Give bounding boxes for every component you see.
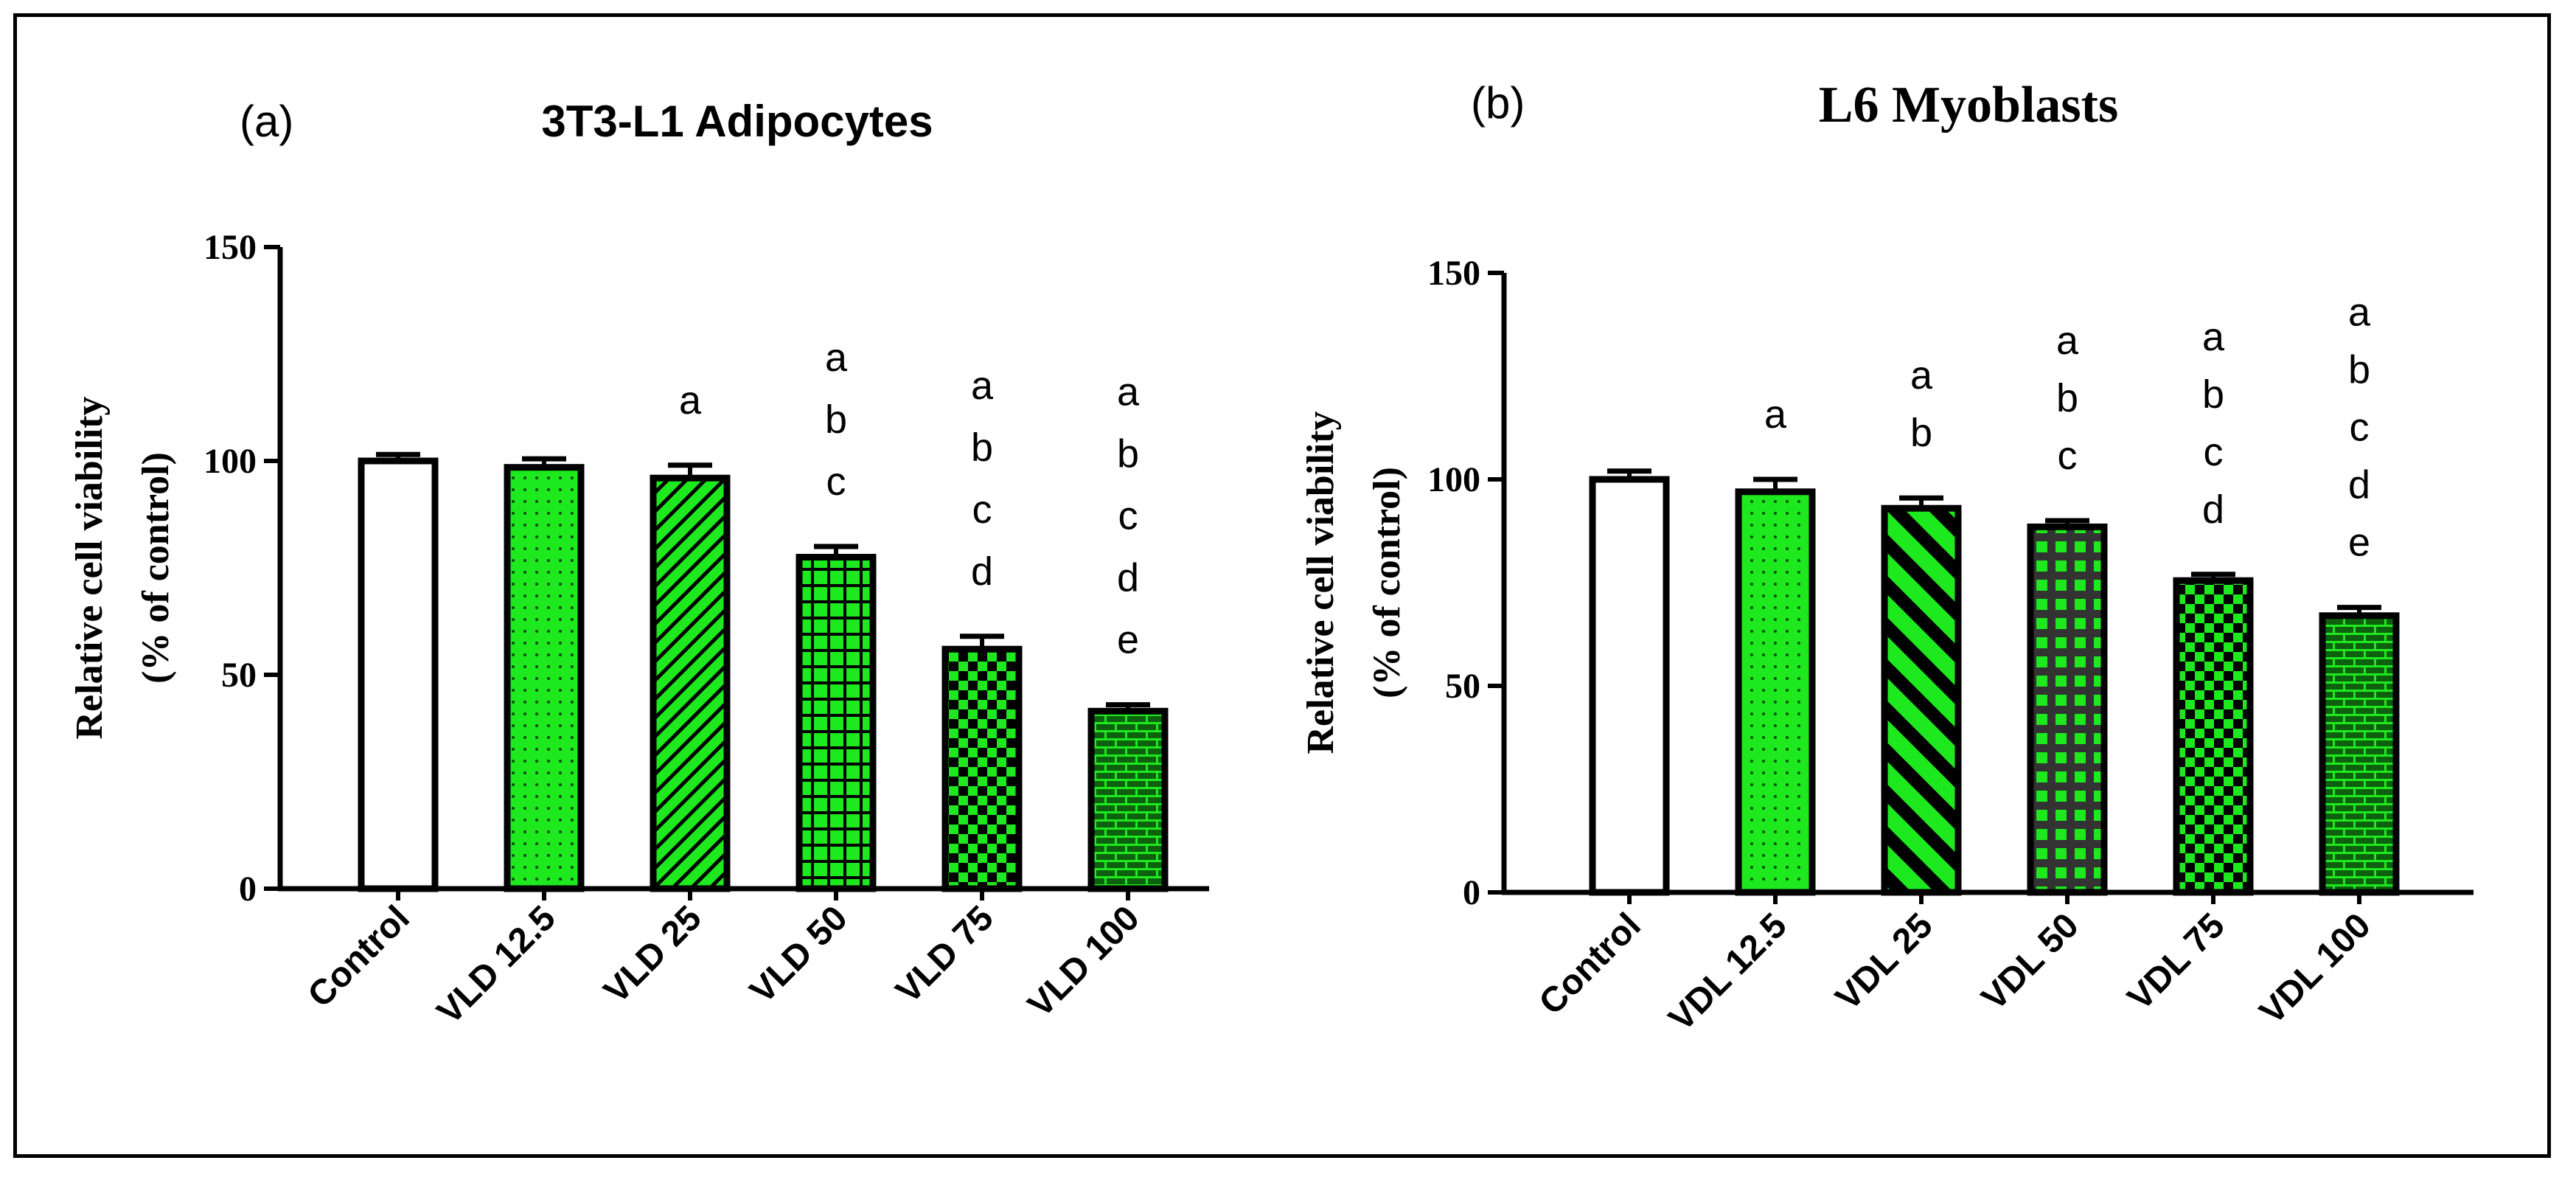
- y-tick-label: 50: [221, 656, 257, 695]
- significance-label: a: [2202, 315, 2225, 359]
- significance-label: d: [2202, 487, 2224, 532]
- y-tick-label: 150: [203, 228, 257, 267]
- significance-label: a: [825, 336, 848, 380]
- y-axis-label: (% of control): [1366, 467, 1408, 698]
- significance-label: e: [1117, 618, 1139, 662]
- panel-label: (a): [240, 97, 293, 146]
- bar: [358, 457, 439, 892]
- x-tick-label: Control: [1532, 906, 1649, 1022]
- bar: [1735, 488, 1816, 896]
- significance-label: a: [1117, 370, 1140, 414]
- significance-label: a: [2056, 319, 2079, 363]
- bar: [1589, 476, 1670, 896]
- x-tick-label: VDL 25: [1828, 906, 1940, 1018]
- significance-label: a: [1764, 392, 1787, 437]
- x-tick-label: VLD 75: [888, 898, 1001, 1011]
- significance-label: c: [2350, 406, 2370, 450]
- bar: [2319, 612, 2400, 896]
- panel-label: (b): [1471, 78, 1525, 128]
- significance-label: a: [971, 364, 994, 408]
- y-axis-label: Relative cell viability: [69, 396, 111, 739]
- significance-label: a: [2348, 291, 2371, 335]
- significance-label: a: [679, 378, 702, 423]
- significance-label: d: [1117, 556, 1139, 600]
- x-tick-label: VLD 50: [742, 898, 855, 1011]
- bar: [2027, 523, 2108, 896]
- significance-label: c: [826, 459, 846, 504]
- x-tick-label: VDL 75: [2120, 906, 2232, 1018]
- y-tick-label: 0: [239, 870, 257, 909]
- y-tick-label: 50: [1445, 667, 1480, 706]
- significance-label: b: [825, 398, 847, 442]
- y-tick-label: 0: [1463, 873, 1480, 912]
- x-tick-label: VLD 12.5: [430, 898, 563, 1032]
- bar: [1881, 504, 1962, 896]
- significance-label: b: [1910, 411, 1932, 455]
- significance-label: c: [972, 487, 992, 532]
- significance-label: c: [2058, 434, 2078, 478]
- x-tick-label: VDL 100: [2252, 906, 2378, 1032]
- chart-title: 3T3-L1 Adipocytes: [541, 97, 933, 146]
- bar: [796, 554, 877, 892]
- panel-a: (a) 3T3-L1 Adipocytes Relative cell viabil…: [69, 97, 1209, 1032]
- significance-label: d: [971, 549, 993, 594]
- y-axis-label: Relative cell viability: [1300, 411, 1342, 754]
- x-tick-label: VDL 50: [1974, 906, 2086, 1018]
- significance-label: b: [971, 426, 993, 470]
- significance-label: b: [2202, 372, 2224, 417]
- y-tick-label: 100: [203, 442, 257, 481]
- significance-label: e: [2348, 521, 2370, 565]
- panel-b: (b) L6 Myoblasts Relative cell viability (%…: [1300, 77, 2474, 1039]
- significance-label: a: [1910, 353, 1933, 398]
- bar: [941, 645, 1023, 892]
- y-axis-label: (% of control): [135, 452, 177, 684]
- significance-label: d: [2348, 463, 2370, 507]
- y-tick-label: 100: [1427, 460, 1480, 499]
- significance-label: c: [1118, 494, 1138, 538]
- y-tick-label: 150: [1427, 254, 1480, 293]
- significance-label: b: [2348, 348, 2370, 392]
- significance-label: b: [2056, 376, 2078, 420]
- significance-label: c: [2204, 430, 2224, 474]
- chart-title: L6 Myoblasts: [1819, 77, 2118, 133]
- x-tick-label: VLD 25: [596, 898, 709, 1011]
- significance-label: b: [1117, 432, 1139, 476]
- x-tick-label: VLD 100: [1020, 898, 1146, 1024]
- bar: [504, 464, 585, 892]
- x-tick-label: VDL 12.5: [1662, 906, 1795, 1038]
- x-tick-label: Control: [301, 898, 417, 1015]
- bar: [650, 474, 731, 892]
- bar: [1087, 707, 1169, 892]
- bar: [2173, 577, 2254, 896]
